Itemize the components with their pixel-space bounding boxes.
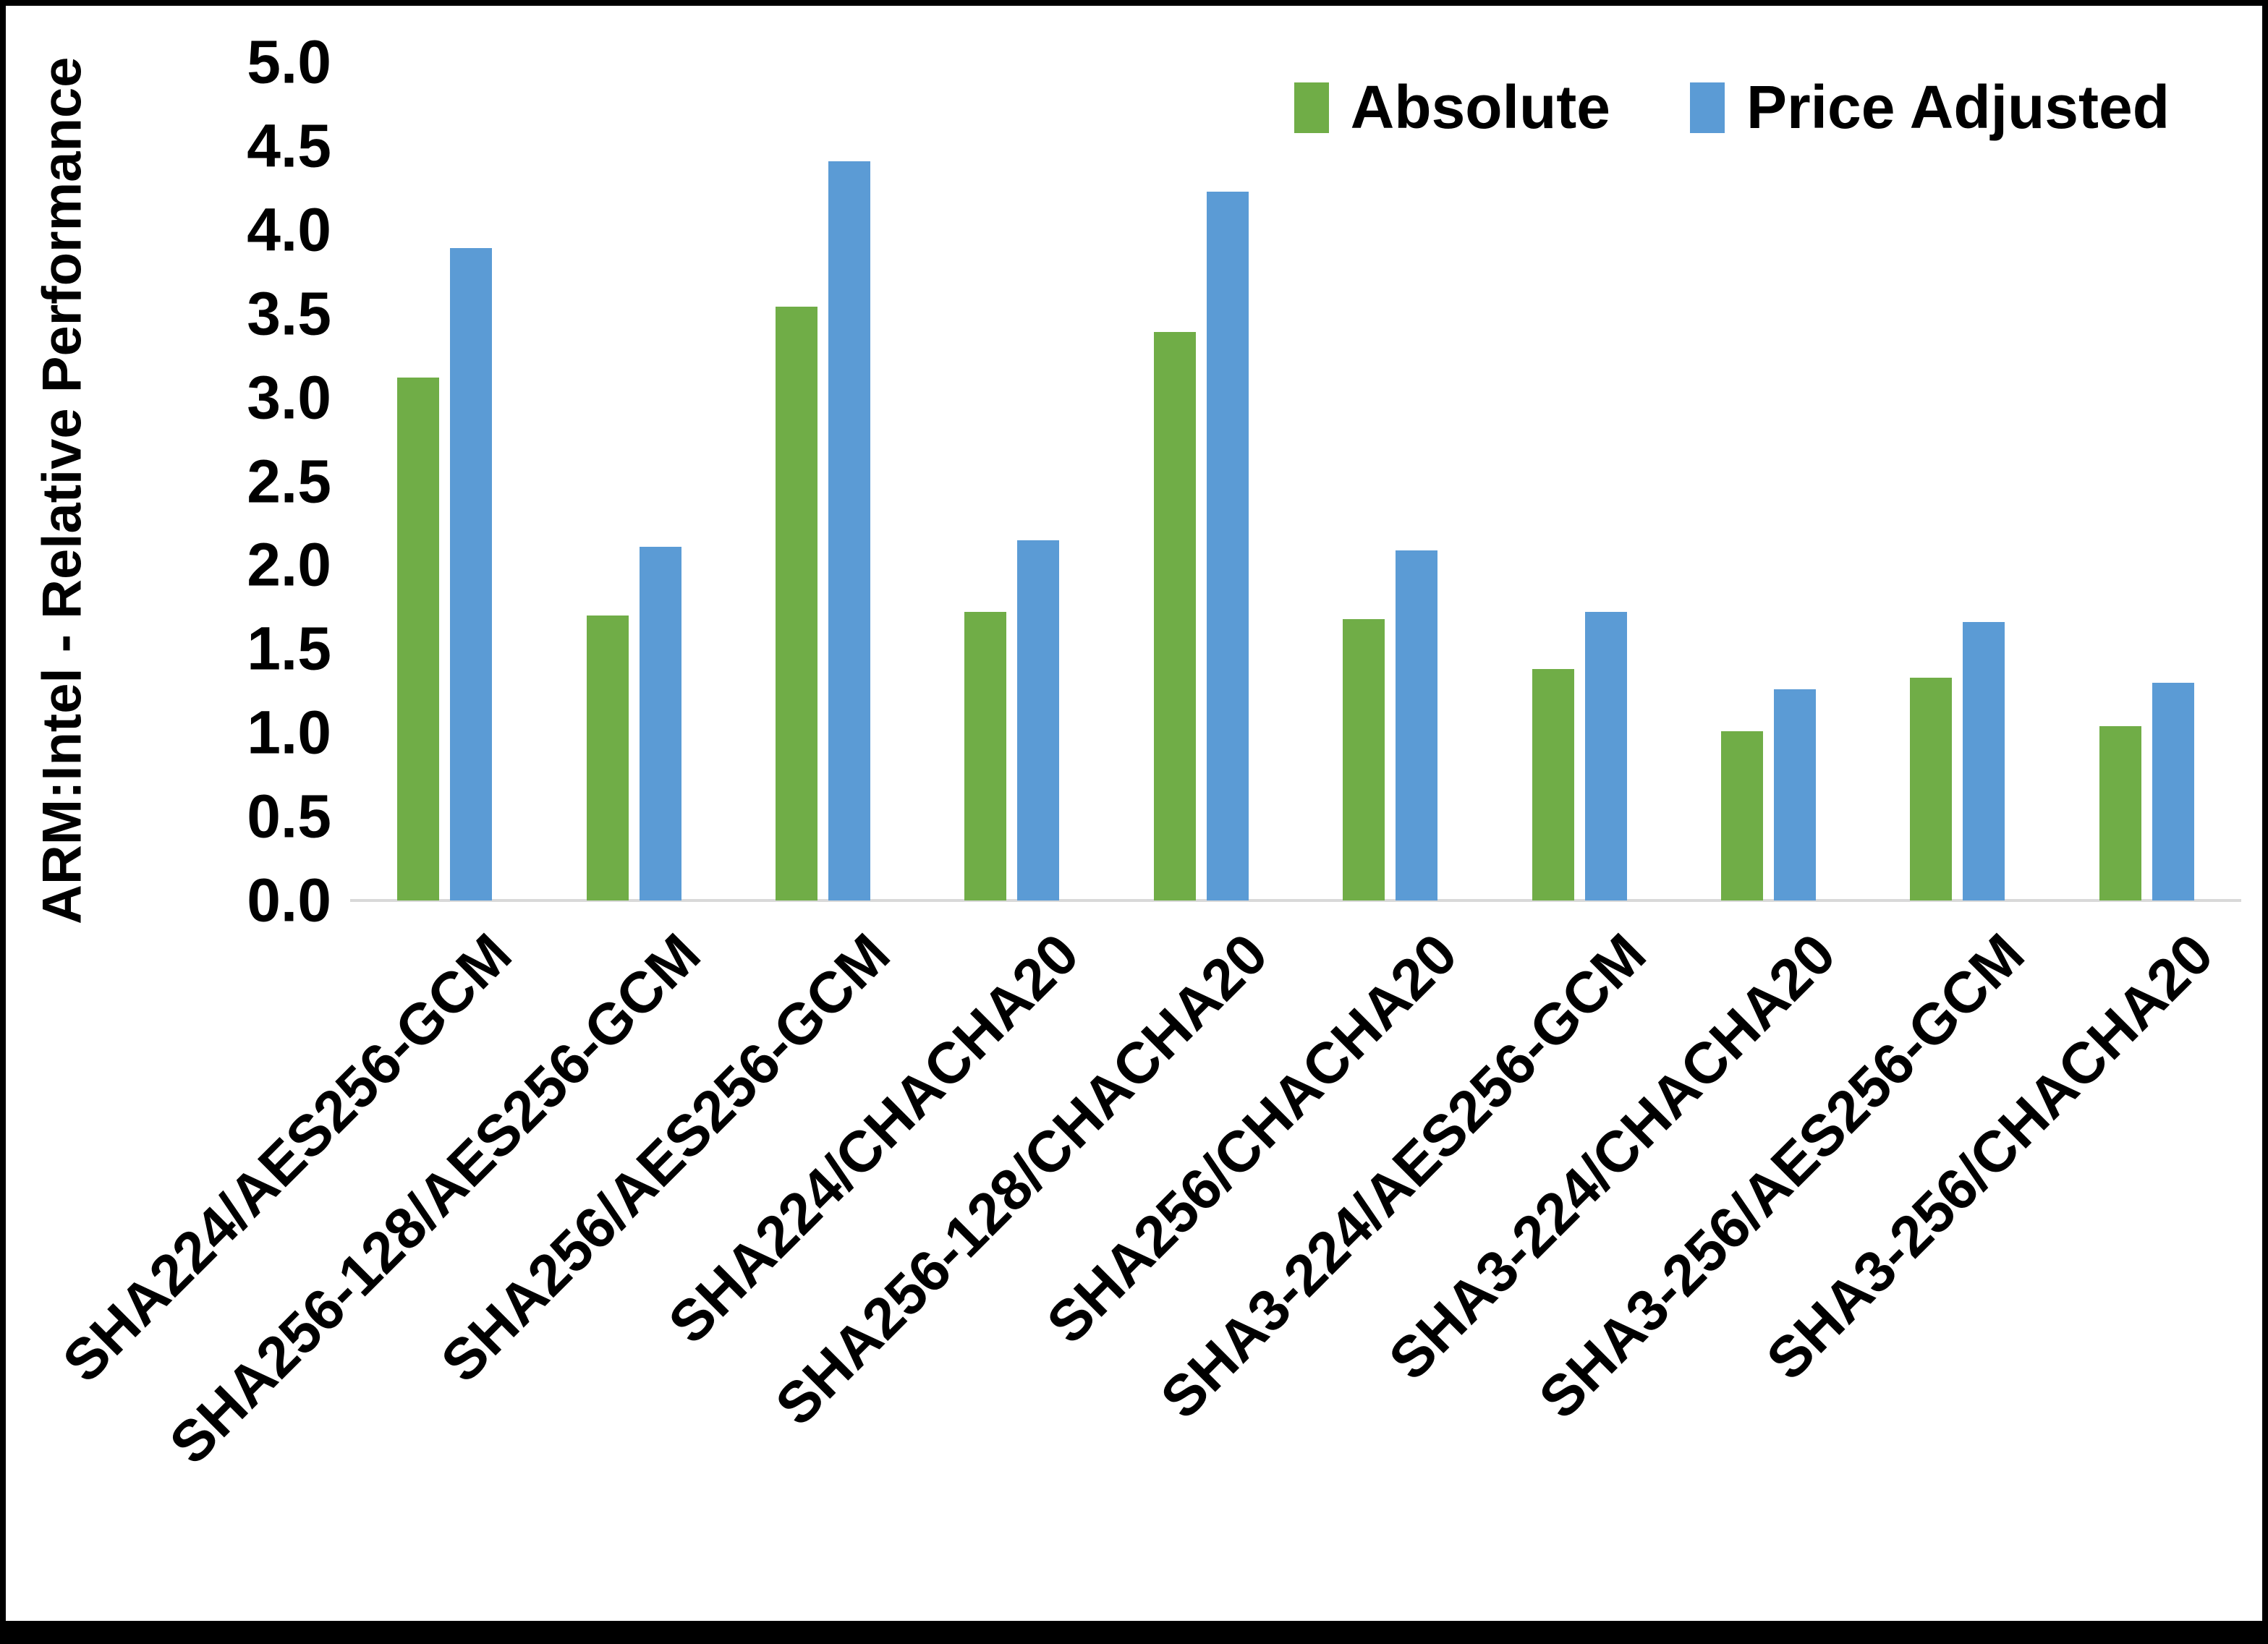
bar-price-adjusted-sha256-aes256-gcm: [828, 161, 870, 900]
bar-absolute-sha256-aes256-gcm: [776, 307, 817, 900]
bar-absolute-sha256-128-aes256-gcm: [586, 615, 629, 900]
bar-absolute-sha3-224-aes256-gcm: [1532, 669, 1574, 900]
x-label-sha224-aes256-gcm: SHA224/AES256-GCM: [50, 921, 524, 1394]
y-tick-5.0: 5.0: [247, 27, 331, 96]
bar-price-adjusted-sha3-256-chacha20: [2152, 682, 2194, 900]
bar-absolute-sha3-224-chacha20: [1721, 731, 1763, 900]
bar-absolute-sha3-256-aes256-gcm: [1910, 677, 1953, 900]
plot-area: [350, 62, 2241, 902]
y-tick-3.0: 3.0: [247, 363, 331, 432]
y-tick-1.0: 1.0: [247, 698, 331, 767]
legend-item-absolute: Absolute: [1294, 72, 1610, 142]
legend-swatch-price-adjusted-icon: [1689, 82, 1725, 133]
y-tick-0.5: 0.5: [247, 782, 331, 851]
bar-price-adjusted-sha3-224-aes256-gcm: [1584, 612, 1627, 900]
legend-item-price-adjusted: Price Adjusted: [1689, 72, 2170, 142]
legend-swatch-absolute-icon: [1294, 82, 1329, 133]
y-tick-0.0: 0.0: [247, 866, 331, 934]
bar-price-adjusted-sha3-224-chacha20: [1774, 689, 1816, 900]
legend-label-price-adjusted: Price Adjusted: [1746, 73, 2170, 141]
y-tick-2.0: 2.0: [247, 530, 331, 599]
bar-price-adjusted-sha224-chacha20: [1017, 540, 1060, 900]
bar-absolute-sha224-aes256-gcm: [397, 377, 440, 900]
bar-price-adjusted-sha256-128-chacha20: [1206, 191, 1249, 900]
bar-price-adjusted-sha224-aes256-gcm: [450, 248, 493, 900]
y-tick-3.5: 3.5: [247, 279, 331, 348]
bar-price-adjusted-sha256-chacha20: [1396, 550, 1438, 900]
legend-label-absolute: Absolute: [1350, 73, 1610, 141]
bar-price-adjusted-sha256-128-aes256-gcm: [639, 546, 681, 900]
bar-absolute-sha256-chacha20: [1343, 618, 1385, 900]
bar-absolute-sha3-256-chacha20: [2099, 725, 2141, 900]
legend: Absolute Price Adjusted: [1294, 72, 2170, 142]
bar-absolute-sha256-128-chacha20: [1153, 332, 1196, 900]
x-axis-line: [350, 899, 2241, 902]
y-axis-title: ARM:Intel - Relative Performance: [31, 56, 93, 924]
y-tick-4.0: 4.0: [247, 195, 331, 264]
y-tick-2.5: 2.5: [247, 447, 331, 515]
y-tick-1.5: 1.5: [247, 614, 331, 683]
y-tick-4.5: 4.5: [247, 111, 331, 180]
bar-price-adjusted-sha3-256-aes256-gcm: [1963, 622, 2005, 900]
bar-absolute-sha224-chacha20: [964, 612, 1007, 900]
